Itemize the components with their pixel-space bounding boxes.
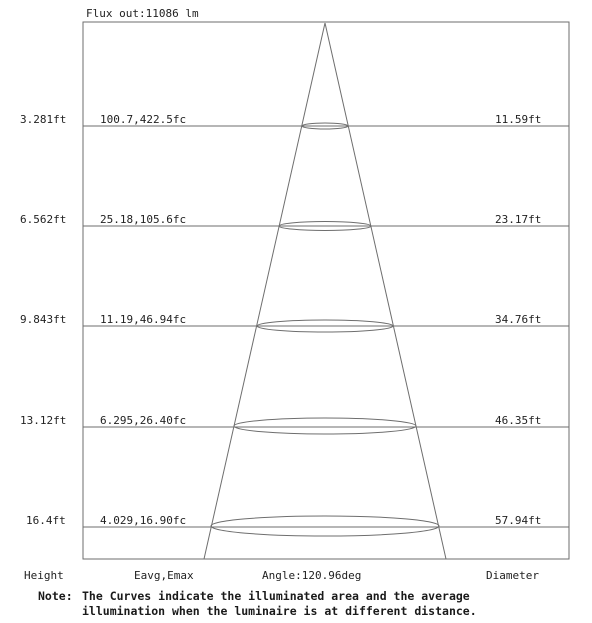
note-text-line-2: illumination when the luminaire is at di… bbox=[82, 604, 477, 618]
height-label: 9.843ft bbox=[20, 313, 66, 326]
height-column-header: Height bbox=[24, 569, 64, 582]
diameter-label: 11.59ft bbox=[495, 113, 541, 126]
diameter-label: 57.94ft bbox=[495, 514, 541, 527]
illuminance-label: 25.18,105.6fc bbox=[100, 213, 186, 226]
diameter-column-header: Diameter bbox=[486, 569, 539, 582]
diameter-label: 23.17ft bbox=[495, 213, 541, 226]
beam-cone-right-edge bbox=[324, 22, 447, 560]
height-label: 6.562ft bbox=[20, 213, 66, 226]
illuminance-label: 4.029,16.90fc bbox=[100, 514, 186, 527]
height-label: 3.281ft bbox=[20, 113, 66, 126]
height-label: 16.4ft bbox=[26, 514, 66, 527]
illuminated-area-ellipse bbox=[278, 221, 372, 231]
note-text-line-1: The Curves indicate the illuminated area… bbox=[82, 589, 470, 603]
illuminance-column-header: Eavg,Emax bbox=[134, 569, 194, 582]
illuminance-label: 11.19,46.94fc bbox=[100, 313, 186, 326]
diameter-label: 46.35ft bbox=[495, 414, 541, 427]
illuminated-area-ellipse bbox=[210, 515, 440, 537]
flux-output-label: Flux out:11086 lm bbox=[86, 7, 199, 20]
beam-angle-label: Angle:120.96deg bbox=[262, 569, 361, 582]
note-label: Note: bbox=[38, 589, 73, 603]
illuminated-area-ellipse bbox=[233, 417, 417, 435]
diameter-label: 34.76ft bbox=[495, 313, 541, 326]
height-label: 13.12ft bbox=[20, 414, 66, 427]
beam-cone-left-edge bbox=[203, 22, 326, 560]
illuminance-label: 6.295,26.40fc bbox=[100, 414, 186, 427]
illuminance-label: 100.7,422.5fc bbox=[100, 113, 186, 126]
illuminated-area-ellipse bbox=[256, 319, 394, 333]
diagram-frame bbox=[82, 21, 570, 560]
illuminated-area-ellipse bbox=[301, 122, 349, 130]
